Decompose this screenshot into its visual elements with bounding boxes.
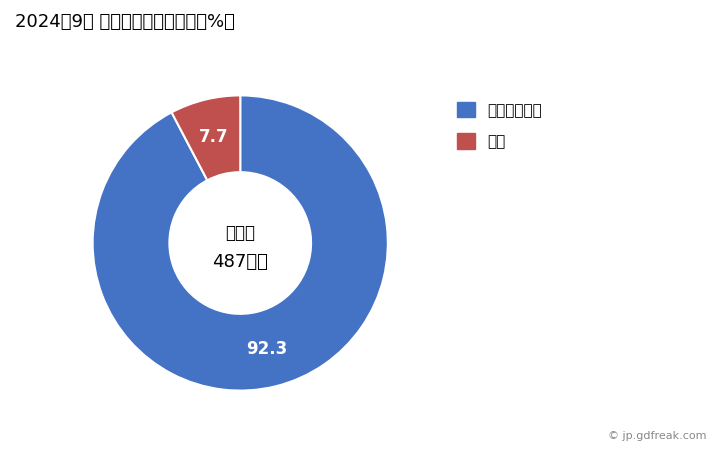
Text: 7.7: 7.7 bbox=[199, 128, 229, 146]
Wedge shape bbox=[92, 95, 388, 391]
Text: © jp.gdfreak.com: © jp.gdfreak.com bbox=[608, 431, 706, 441]
Legend: インドネシア, 中国: インドネシア, 中国 bbox=[451, 96, 548, 155]
Text: 2024年9月 輸出相手国のシェア（%）: 2024年9月 輸出相手国のシェア（%） bbox=[15, 14, 234, 32]
Text: 総　額: 総 額 bbox=[225, 224, 256, 242]
Wedge shape bbox=[172, 95, 240, 180]
Text: 487万円: 487万円 bbox=[213, 253, 268, 271]
Text: 92.3: 92.3 bbox=[246, 340, 287, 358]
